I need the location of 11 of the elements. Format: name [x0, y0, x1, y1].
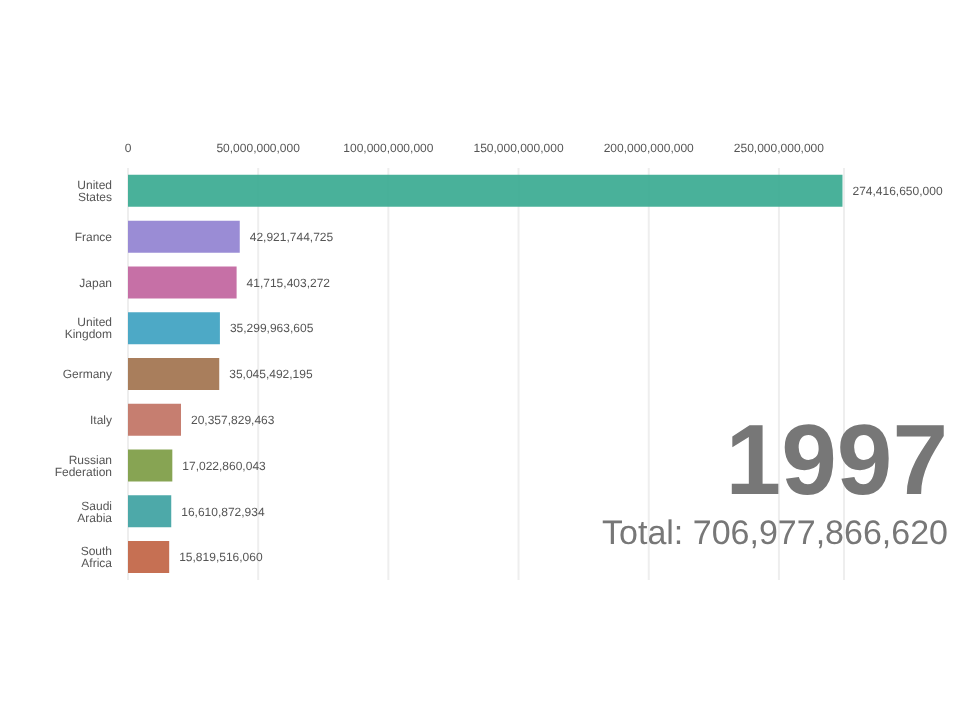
- bar: [128, 449, 173, 482]
- bar: [128, 220, 240, 253]
- annotation: 1997: [725, 404, 948, 516]
- bar: [128, 266, 237, 299]
- bar: [128, 174, 843, 207]
- bar: [128, 495, 172, 528]
- bar: [128, 403, 181, 436]
- annotation: Total: 706,977,866,620: [602, 514, 948, 552]
- bar: [128, 312, 220, 345]
- bar: [128, 541, 170, 574]
- bar: [128, 357, 220, 390]
